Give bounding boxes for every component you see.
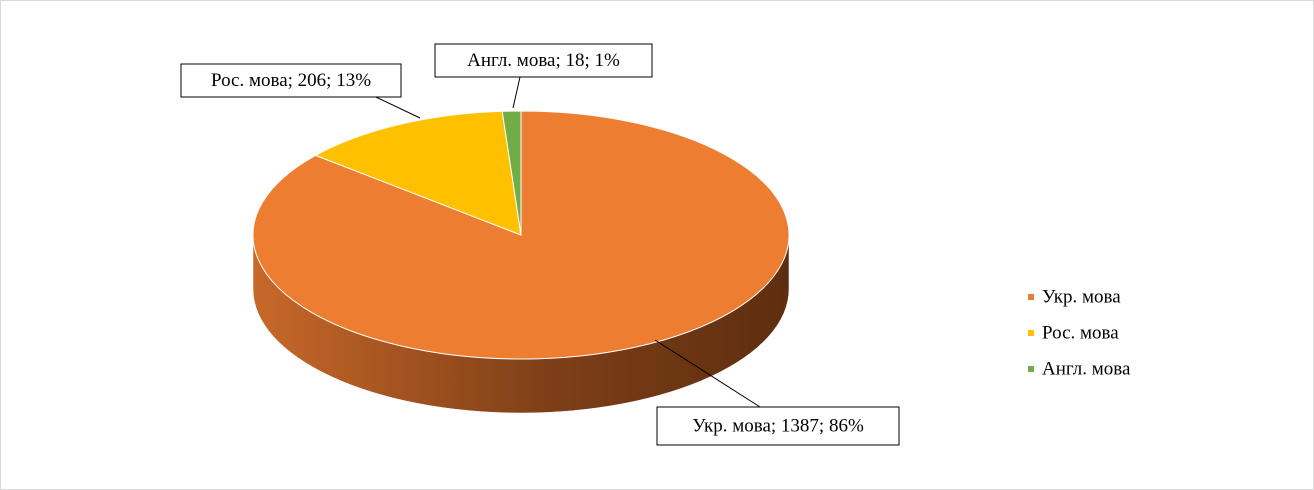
legend-swatch: [1028, 330, 1034, 336]
pie-slice: [501, 110, 522, 236]
data-label: Англ. мова; 18; 1%: [467, 50, 620, 71]
legend-swatch: [1028, 294, 1034, 300]
legend-swatch: [1028, 366, 1034, 372]
data-label: Рос. мова; 206; 13%: [211, 70, 371, 91]
legend-label: Рос. мова: [1042, 322, 1119, 343]
leader-line: [512, 76, 521, 109]
data-label-box: [434, 43, 653, 78]
data-label-box: [180, 63, 402, 98]
pie-slice: [314, 110, 522, 236]
legend-label: Англ. мова: [1042, 358, 1131, 379]
leader-line: [654, 339, 761, 408]
legend-label: Укр. мова: [1042, 286, 1121, 307]
data-label-box: [656, 406, 900, 446]
data-label: Укр. мова; 1387; 86%: [692, 415, 864, 436]
